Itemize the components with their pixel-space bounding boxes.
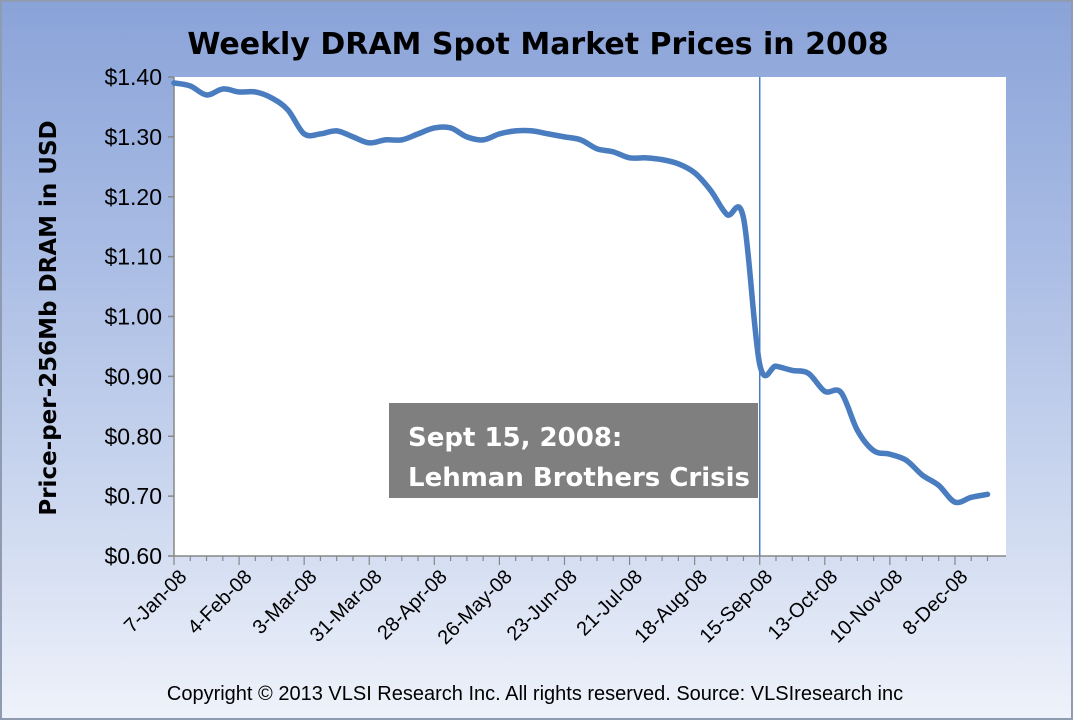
price-point	[854, 427, 860, 433]
price-point	[692, 170, 698, 176]
price-point	[203, 92, 210, 98]
price-point	[480, 137, 486, 143]
y-tick-label: $1.30	[104, 124, 162, 150]
y-tick-label: $1.40	[104, 64, 162, 90]
price-point	[334, 128, 340, 134]
price-point	[789, 367, 795, 373]
price-point	[350, 134, 356, 140]
price-point	[626, 155, 633, 161]
price-point	[724, 212, 730, 218]
chart-title: Weekly DRAM Spot Market Prices in 2008	[187, 27, 888, 62]
price-series-line	[171, 80, 991, 506]
price-point	[887, 451, 893, 457]
series-layer	[171, 80, 991, 506]
y-tick-label: $1.10	[104, 244, 162, 270]
x-axis-ticks: 7-Jan-084-Feb-083-Mar-0831-Mar-0828-Apr-…	[120, 556, 989, 649]
annotation-line-1: Sept 15, 2008:	[408, 423, 622, 453]
price-point	[252, 89, 258, 95]
copyright-footer: Copyright © 2013 VLSI Research Inc. All …	[167, 683, 903, 705]
price-point	[708, 188, 714, 194]
price-point	[496, 131, 502, 137]
price-point	[513, 128, 519, 134]
price-point	[464, 134, 470, 140]
x-tick-label: 7-Jan-08	[120, 566, 191, 637]
price-point	[269, 95, 275, 101]
price-point	[561, 134, 568, 140]
price-point	[171, 80, 177, 86]
price-point	[952, 499, 958, 505]
price-point	[529, 128, 535, 134]
x-tick-label: 4-Feb-08	[184, 566, 257, 639]
price-point	[220, 86, 226, 92]
price-point	[545, 131, 551, 137]
y-tick-label: $0.80	[104, 423, 162, 449]
price-point	[968, 494, 974, 500]
price-point	[740, 215, 747, 221]
y-tick-label: $0.70	[104, 483, 162, 509]
price-point	[447, 125, 454, 131]
price-point	[838, 389, 844, 396]
y-tick-label: $1.00	[104, 304, 162, 330]
price-point	[903, 457, 909, 463]
y-tick-label: $0.90	[104, 363, 162, 389]
price-point	[236, 89, 242, 95]
price-point	[578, 137, 584, 143]
price-point	[822, 388, 828, 394]
price-point	[431, 125, 437, 131]
price-point	[610, 149, 616, 155]
price-point	[936, 482, 942, 488]
annotation-box: Sept 15, 2008: Lehman Brothers Crisis	[389, 403, 758, 498]
price-point	[659, 157, 665, 163]
price-point	[399, 137, 405, 143]
price-point	[773, 363, 779, 369]
annotation-rect	[389, 403, 758, 498]
y-tick-label: $1.20	[104, 184, 162, 210]
price-point	[301, 131, 307, 137]
y-tick-label: $0.60	[104, 543, 162, 569]
x-tick-label: 23-Jun-08	[503, 566, 582, 645]
price-point	[984, 491, 991, 497]
y-axis-ticks: $0.60 $0.70 $0.80 $0.90 $1.00 $1.10 $1.20 $1.30…	[104, 64, 174, 569]
annotation-line-2: Lehman Brothers Crisis	[408, 463, 750, 493]
price-point	[317, 131, 324, 137]
price-point	[675, 161, 681, 167]
price-point	[187, 83, 193, 89]
y-axis-label: Price-per-256Mb DRAM in USD	[36, 120, 62, 515]
price-point	[871, 448, 877, 454]
price-point	[805, 370, 812, 376]
x-tick-label: 8-Dec-08	[899, 566, 973, 640]
price-point	[415, 131, 421, 137]
price-point	[366, 140, 372, 146]
price-point	[594, 146, 600, 152]
price-point	[919, 472, 926, 478]
price-point	[285, 107, 291, 113]
price-point	[643, 155, 649, 161]
price-point	[382, 137, 389, 143]
